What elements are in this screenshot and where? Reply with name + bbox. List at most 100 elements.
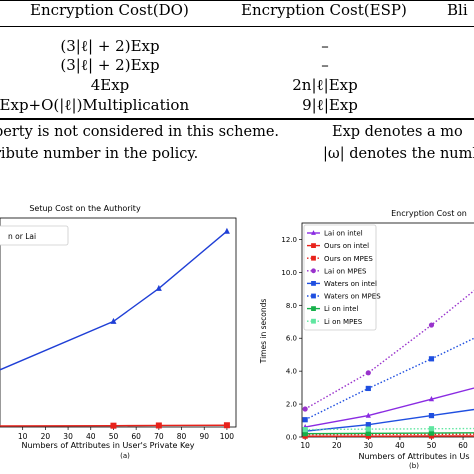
chart-b-x-tick-label: 40 xyxy=(395,441,405,450)
chart-a-series-1-line xyxy=(0,230,228,371)
chart-b-xlabel: Numbers of Attributes in Us xyxy=(359,452,470,461)
chart-a-x-tick-label: 90 xyxy=(199,432,209,441)
table-note-1-right: Exp denotes a mo xyxy=(332,124,463,140)
chart-b-y-ticks: 0.0 2.0 4.0 6.0 8.0 10.0 12.0 xyxy=(281,236,302,442)
chart-b-legend-marker xyxy=(311,306,316,311)
table-cell-r3-esp: 2n|ℓ|Exp xyxy=(292,76,358,94)
chart-b-series-1-point xyxy=(365,412,371,418)
chart-b-x-tick-label: 10 xyxy=(300,441,310,450)
table-cell-r1-esp: – xyxy=(321,37,329,55)
chart-b-series-5-line xyxy=(305,408,474,432)
chart-a-x-tick-label: 50 xyxy=(109,432,119,441)
chart-a-x-tick-label: 80 xyxy=(177,432,187,441)
table-cell-r4-do: 4Exp+O(|ℓ|)Multiplication xyxy=(0,96,190,114)
chart-a-plot-frame xyxy=(0,217,237,428)
chart-a-legend-text: n or Lai xyxy=(8,232,36,241)
chart-b-series-8-line xyxy=(305,427,474,431)
table-header-esp: Encryption Cost(ESP) xyxy=(241,1,407,19)
chart-b-legend: Lai on intel Ours on intel Ours on MPES Lai… xyxy=(307,230,381,326)
table-header-rule xyxy=(0,26,474,27)
chart-b-legend-marker xyxy=(311,230,316,235)
chart-b-series-6-point xyxy=(365,385,371,392)
chart-b-series-4-point xyxy=(302,406,308,412)
chart-a-series-2-line xyxy=(0,424,227,427)
chart-b-series-6-line xyxy=(304,337,474,421)
chart-a-x-tick-label: 30 xyxy=(63,432,73,441)
chart-b-x-tick-label: 50 xyxy=(427,441,437,450)
chart-b-series-4-line xyxy=(304,289,474,410)
chart-b-legend-marker xyxy=(311,243,316,248)
chart-b-x-ticks: 10 20 30 40 50 60 xyxy=(300,437,468,450)
chart-b-y-tick-label: 6.0 xyxy=(286,335,297,343)
chart-b-legend-label: Waters on intel xyxy=(324,280,377,288)
chart-b-y-tick-label: 10.0 xyxy=(281,269,297,277)
chart-a-x-tick-label: 40 xyxy=(86,432,96,441)
chart-b-ylabel: Times in seconds xyxy=(259,299,268,365)
chart-b-legend-label: Li on MPES xyxy=(324,318,363,326)
chart-b-series-1-line xyxy=(305,387,474,428)
chart-b-legend-marker xyxy=(311,318,316,324)
chart-b-y-tick-label: 4.0 xyxy=(286,368,297,376)
chart-b-series-7-point xyxy=(365,430,371,436)
chart-a-x-tick-label: 20 xyxy=(41,432,51,441)
chart-b-legend-label: Ours on MPES xyxy=(324,255,373,263)
chart-a-legend-box xyxy=(0,225,69,246)
chart-b-plot-frame xyxy=(301,222,474,438)
chart-a-series-2-point xyxy=(155,422,162,429)
chart-a-series xyxy=(0,227,230,429)
table-bottom-rule xyxy=(0,118,474,120)
chart-b-legend-marker xyxy=(311,255,316,261)
chart-b-series-7-point xyxy=(302,431,308,437)
chart-b-y-tick-label: 0.0 xyxy=(286,434,297,442)
chart-b-series-8-point xyxy=(428,426,435,432)
chart-b-x-tick-label: 60 xyxy=(458,441,468,450)
table-cell-r1-do: (3|ℓ| + 2)Exp xyxy=(60,37,160,55)
chart-b-legend-label: Lai on MPES xyxy=(324,267,367,275)
chart-b-series-6-point xyxy=(428,356,435,362)
table-note-2-left: ribute number in the policy. xyxy=(0,146,199,162)
chart-b-legend-marker xyxy=(311,281,316,286)
chart-b-series-1-point xyxy=(428,396,435,402)
chart-b-series-8-point xyxy=(365,426,371,432)
chart-b-legend-label: Lai on intel xyxy=(324,230,363,238)
chart-a-x-tick-label: 100 xyxy=(220,432,235,441)
chart-b-legend-label: Waters on MPES xyxy=(324,293,381,301)
chart-b-series-7-point xyxy=(428,430,435,436)
chart-a-caption: (a) xyxy=(120,452,130,460)
table-cell-r4-esp: 9|ℓ|Exp xyxy=(302,96,358,114)
chart-a-xlabel: Numbers of Attributes in User's Private … xyxy=(21,441,194,450)
chart-a: Setup Cost on the Authority 10 20 30 40 50 60… xyxy=(0,204,237,460)
chart-b-caption: (b) xyxy=(409,462,419,470)
table-header-blind: Bli xyxy=(447,1,468,19)
chart-a-x-ticks: 10 20 30 40 50 60 70 80 90 100 xyxy=(18,427,234,441)
chart-b-x-tick-label: 20 xyxy=(332,441,342,450)
chart-b: Encryption Cost on Times in seconds 0.0 2… xyxy=(259,209,474,470)
chart-b-legend-label: Li on intel xyxy=(324,305,358,313)
chart-a-series-2-point xyxy=(110,422,117,429)
chart-a-series-1-point xyxy=(155,284,162,291)
table-top-rule xyxy=(0,0,474,1)
chart-b-series-8-point xyxy=(302,426,308,433)
chart-b-legend-box xyxy=(303,224,377,331)
chart-a-x-tick-label: 60 xyxy=(131,432,141,441)
chart-a-series-1-point xyxy=(110,317,117,324)
chart-b-series-5-point xyxy=(365,422,371,428)
chart-b-series-7-line xyxy=(305,432,474,435)
chart-b-y-tick-label: 8.0 xyxy=(286,302,297,310)
chart-b-series-4-point xyxy=(428,322,435,328)
chart-b-title: Encryption Cost on xyxy=(391,209,467,218)
chart-b-series-5-point xyxy=(428,413,435,419)
table-cell-r3-do: 4Exp xyxy=(90,76,130,94)
table-header-do: Encryption Cost(DO) xyxy=(30,1,189,19)
chart-b-y-tick-label: 2.0 xyxy=(286,401,297,409)
chart-b-y-tick-label: 12.0 xyxy=(281,236,297,244)
chart-b-legend-marker xyxy=(311,293,316,299)
chart-b-series-6-point xyxy=(302,417,308,423)
chart-a-x-tick-label: 10 xyxy=(18,432,28,441)
chart-b-legend-marker xyxy=(311,268,316,274)
chart-b-x-tick-label: 30 xyxy=(364,441,374,450)
table-note-1-left: perty is not considered in this scheme. xyxy=(0,124,280,140)
chart-a-series-1-point xyxy=(223,227,230,234)
chart-b-legend-label: Ours on intel xyxy=(324,242,369,250)
table-note-2-right: |ω| denotes the numb xyxy=(323,146,474,162)
